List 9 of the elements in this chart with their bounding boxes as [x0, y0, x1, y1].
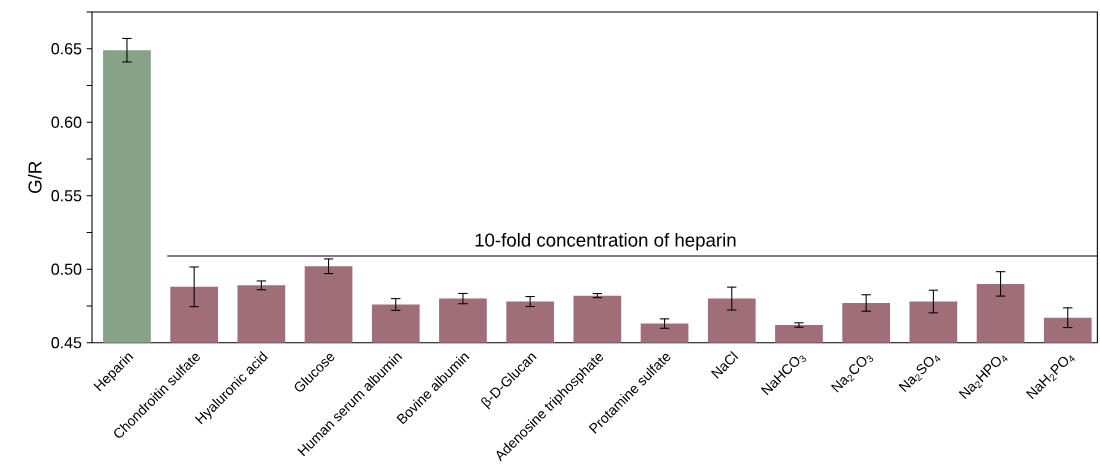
y-tick-label: 0.45 — [51, 337, 82, 349]
y-tick-label: 0.55 — [51, 190, 82, 202]
y-tick-label: 0.50 — [51, 263, 82, 275]
y-tick-label: 0.65 — [51, 43, 82, 55]
x-tick-label: Na$_{2}$SO$_{4}$ — [898, 355, 941, 392]
y-axis-title: G/R — [27, 161, 42, 193]
y-tick-label: 0.60 — [51, 116, 82, 128]
x-tick-label: Na$_{2}$CO$_{3}$ — [830, 355, 874, 393]
ref-line-label: 10-fold concentration of heparin — [475, 232, 736, 251]
